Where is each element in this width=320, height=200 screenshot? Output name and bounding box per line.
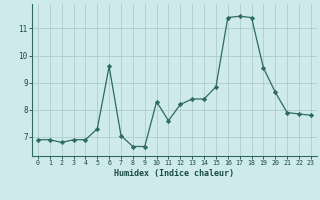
X-axis label: Humidex (Indice chaleur): Humidex (Indice chaleur) bbox=[115, 169, 234, 178]
